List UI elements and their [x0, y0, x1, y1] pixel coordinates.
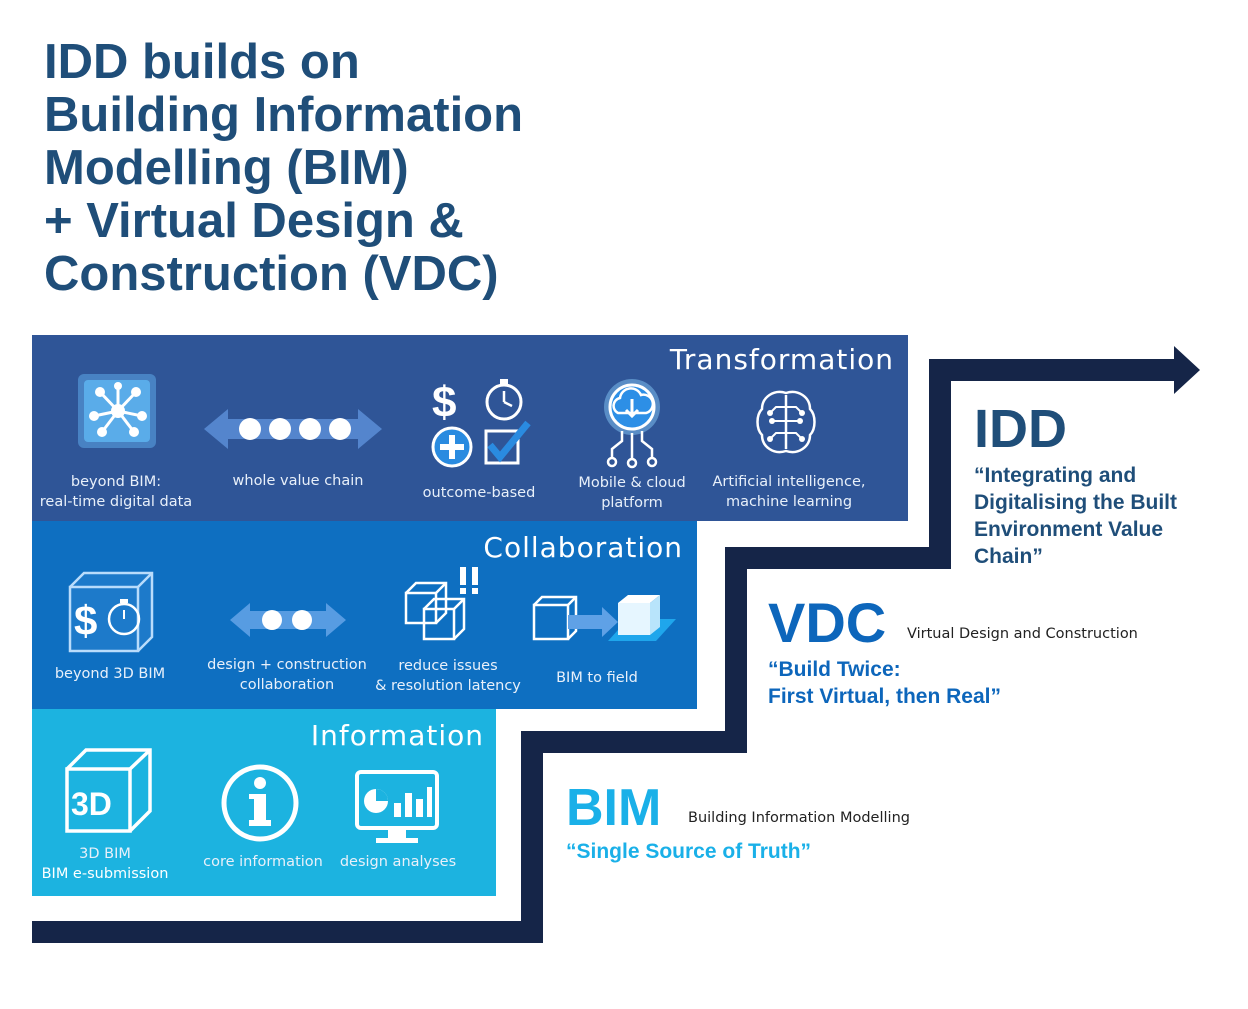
label-line: Artificial intelligence, — [712, 474, 866, 490]
label-line: machine learning — [725, 494, 853, 510]
label-line: BIM e-submission — [41, 866, 169, 882]
item-label-ai-ml: Artificial intelligence, machine learnin… — [679, 472, 899, 512]
label-line: outcome-based — [422, 485, 536, 501]
dollar-stopwatch-plus-check-icon: $ — [431, 378, 531, 468]
arrow-head-icon — [1174, 346, 1200, 394]
label-line: beyond 3D BIM — [54, 666, 166, 682]
item-label-reduce-issues: reduce issues & resolution latency — [338, 656, 558, 696]
label-line: real-time digital data — [39, 494, 193, 510]
quote-line: “Single Source of Truth” — [566, 840, 812, 863]
item-label-design-analyses: design analyses — [288, 852, 508, 872]
cloud-download-circuit-icon — [604, 379, 660, 469]
bim-subtitle: Building Information Modelling — [688, 810, 910, 826]
title-line: Modelling (BIM) — [44, 141, 409, 195]
information-band: Information 3D 3D BIM BIM e-submission c… — [32, 709, 496, 896]
quote-line: “Build Twice: — [768, 658, 901, 681]
info-circle-icon — [221, 764, 299, 842]
item-label-3d-bim: 3D BIM BIM e-submission — [0, 844, 215, 884]
vdc-quote: “Build Twice: First Virtual, then Real” — [768, 656, 1001, 710]
label-line: collaboration — [239, 677, 335, 693]
label-line: Mobile & cloud — [578, 475, 686, 491]
idd-heading: IDD — [974, 399, 1067, 459]
stair-line — [32, 359, 1180, 943]
monitor-chart-icon — [355, 770, 439, 843]
label-line: design + construction — [207, 657, 367, 673]
cube-dollar-stopwatch-icon: $ — [68, 571, 154, 653]
label-line: reduce issues — [398, 658, 498, 674]
item-label-bim-to-field: BIM to field — [487, 668, 707, 688]
svg-text:3D: 3D — [71, 786, 112, 822]
double-arrow-dots-icon — [204, 409, 382, 449]
collaboration-band: Collaboration $ beyond 3D BIM design + c… — [32, 521, 697, 709]
svg-text:$: $ — [74, 597, 97, 644]
quote-line: Environment Value — [974, 518, 1164, 541]
title-line: + Virtual Design & — [44, 194, 464, 248]
quote-line: Digitalising the Built — [974, 491, 1177, 514]
label-line: design analyses — [339, 854, 457, 870]
idd-quote: “Integrating and Digitalising the Built … — [974, 462, 1177, 570]
item-label-core-information: core information — [153, 852, 373, 872]
item-label-beyond-bim: beyond BIM: real-time digital data — [6, 472, 226, 512]
information-title: Information — [310, 719, 484, 752]
svg-text:$: $ — [432, 378, 456, 427]
label-line: & resolution latency — [375, 678, 521, 694]
item-label-whole-value-chain: whole value chain — [188, 471, 408, 491]
item-label-design-construction: design + construction collaboration — [177, 655, 397, 695]
quote-line: First Virtual, then Real” — [768, 685, 1001, 708]
transformation-title: Transformation — [669, 343, 894, 376]
title-line: Construction (VDC) — [44, 247, 499, 301]
label-line: beyond BIM: — [70, 474, 162, 490]
label-line: core information — [203, 854, 323, 870]
transformation-band: Transformation beyond BIM: real-time dig… — [32, 335, 908, 521]
vdc-heading: VDC — [768, 591, 887, 654]
cube-3d-icon: 3D — [65, 748, 152, 833]
title-line: IDD builds on — [44, 35, 360, 89]
title-line: Building Information — [44, 88, 524, 142]
double-arrow-dots-icon — [230, 603, 346, 637]
bim-quote: “Single Source of Truth” — [566, 838, 811, 865]
label-line: whole value chain — [232, 473, 364, 489]
vdc-subtitle: Virtual Design and Construction — [907, 626, 1138, 642]
overlapping-cubes-alert-icon — [404, 567, 478, 641]
item-label-beyond-3d-bim: beyond 3D BIM — [0, 664, 220, 684]
collaboration-title: Collaboration — [483, 531, 683, 564]
brain-circuit-icon — [756, 390, 816, 454]
bim-heading: BIM — [566, 779, 662, 837]
cube-to-field-arrow-icon — [532, 595, 676, 641]
item-label-outcome-based: outcome-based — [369, 483, 589, 503]
quote-line: “Integrating and — [974, 464, 1137, 487]
label-line: BIM to field — [556, 670, 638, 686]
label-line: 3D BIM — [79, 846, 131, 862]
network-cube-icon — [78, 374, 156, 448]
page-title: IDD builds on Building Information Model… — [44, 36, 523, 301]
quote-line: Chain” — [974, 545, 1043, 568]
item-label-mobile-cloud: Mobile & cloud platform — [522, 473, 742, 513]
label-line: platform — [601, 495, 663, 511]
